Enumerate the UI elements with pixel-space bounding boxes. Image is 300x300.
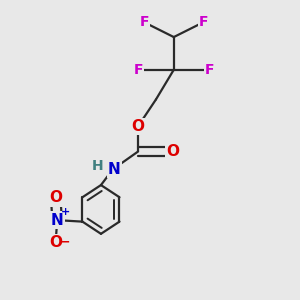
Text: +: +: [61, 207, 70, 217]
Text: F: F: [205, 63, 214, 77]
Text: O: O: [132, 119, 145, 134]
Text: O: O: [49, 235, 62, 250]
Text: −: −: [59, 236, 70, 249]
Text: O: O: [49, 190, 62, 206]
Text: N: N: [108, 162, 121, 177]
Text: H: H: [92, 159, 104, 173]
Text: F: F: [134, 63, 143, 77]
Text: F: F: [139, 15, 149, 29]
Text: F: F: [199, 15, 208, 29]
Text: N: N: [51, 213, 64, 228]
Text: O: O: [166, 144, 179, 159]
